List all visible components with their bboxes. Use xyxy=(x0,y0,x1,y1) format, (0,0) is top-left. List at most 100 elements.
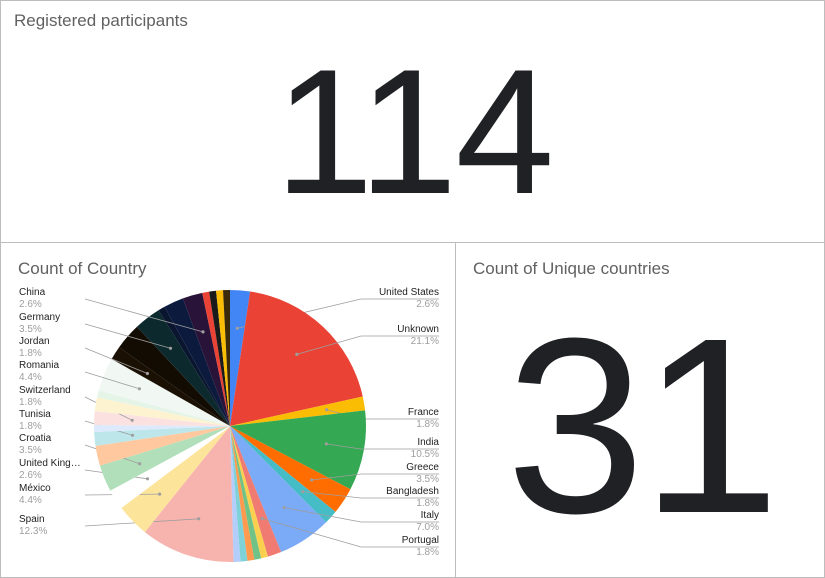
slice-percent-croatia: 3.5% xyxy=(19,445,42,456)
leader-line-greece xyxy=(311,473,439,481)
pie-slice-switzerland[interactable] xyxy=(94,411,230,426)
slice-percent-unknown: 21.1% xyxy=(411,336,439,347)
slice-label-switzerland: Switzerland xyxy=(19,385,71,396)
pie-slice-unlabeled-8[interactable] xyxy=(230,426,268,559)
pie-slice-unknown[interactable] xyxy=(230,291,363,426)
pie-slice-unlabeled-33[interactable] xyxy=(223,290,230,426)
pie-slice-china[interactable] xyxy=(182,292,230,426)
slice-percent-france: 1.8% xyxy=(416,419,439,430)
pie-slice-unlabeled-21[interactable] xyxy=(94,397,230,426)
pie-slice-unlabeled-12[interactable] xyxy=(230,426,241,562)
pie-slice-unlabeled-11[interactable] xyxy=(230,426,248,562)
slice-label-tunisia: Tunisia xyxy=(19,409,51,420)
pie-slice-italy[interactable] xyxy=(230,426,327,553)
pie-slice-m-xico[interactable] xyxy=(121,426,230,533)
leader-line-romania xyxy=(84,371,140,390)
pie-slice-spain[interactable] xyxy=(144,426,234,563)
slice-percent-italy: 7.0% xyxy=(416,522,439,533)
slice-percent-romania: 4.4% xyxy=(19,372,42,383)
leader-line-india xyxy=(326,443,439,450)
slice-percent-switzerland: 1.8% xyxy=(19,397,42,408)
slice-percent-germany: 3.5% xyxy=(19,324,42,335)
slice-label-unknown: Unknown xyxy=(397,324,439,335)
slice-percent-portugal: 1.8% xyxy=(416,547,439,558)
slice-label-germany: Germany xyxy=(19,312,60,323)
slice-label-greece: Greece xyxy=(406,462,439,473)
pie-slice-unlabeled-31[interactable] xyxy=(209,290,230,426)
slice-label-jordan: Jordan xyxy=(19,336,50,347)
leader-dot-romania xyxy=(137,387,141,391)
leader-dot-india xyxy=(324,442,328,446)
pie-slice-jordan[interactable] xyxy=(111,347,230,426)
leader-line-unknown xyxy=(296,335,439,355)
pie-slice-france[interactable] xyxy=(230,396,366,426)
pie-slice-bangladesh[interactable] xyxy=(230,426,336,523)
leader-dot-greece xyxy=(310,478,314,482)
leader-line-portugal xyxy=(261,518,439,548)
registered-participants-title: Registered participants xyxy=(14,11,188,30)
registered-participants-card: Registered participants 114 xyxy=(0,0,825,243)
leader-dot-china xyxy=(201,330,205,334)
pie-chart-title: Count of Country xyxy=(18,259,147,278)
slice-percent-united-king: 2.6% xyxy=(19,470,42,481)
leader-line-italy xyxy=(284,507,439,523)
slice-percent-bangladesh: 1.8% xyxy=(416,498,439,509)
leader-dot-germany xyxy=(168,346,173,350)
registered-participants-value: 114 xyxy=(274,32,555,231)
leader-line-china xyxy=(84,298,204,333)
leader-dot-croatia xyxy=(138,462,142,466)
pie-slice-germany[interactable] xyxy=(136,310,230,426)
pie-slice-romania[interactable] xyxy=(98,359,231,426)
slice-label-india: India xyxy=(417,437,439,448)
unique-countries-card: Count of Unique countries 31 xyxy=(455,242,825,578)
leader-line-jordan xyxy=(84,347,148,374)
slice-label-united-king: United King… xyxy=(19,458,81,469)
pie-slice-unlabeled-19[interactable] xyxy=(93,425,230,433)
slice-label-bangladesh: Bangladesh xyxy=(386,486,439,497)
pie-slice-united-king[interactable] xyxy=(109,425,231,509)
leader-dot-switzerland xyxy=(130,418,134,422)
pie-slice-unlabeled-32[interactable] xyxy=(216,290,230,426)
slice-label-france: France xyxy=(408,407,440,418)
slice-percent-spain: 12.3% xyxy=(19,526,47,537)
leader-line-bangladesh xyxy=(302,491,439,499)
leader-line-germany xyxy=(84,323,171,349)
pie-slice-unlabeled-22[interactable] xyxy=(97,390,230,426)
pie-slice-tunisia[interactable] xyxy=(94,426,230,446)
country-pie-chart: United States2.6%Unknown21.1%France1.8%I… xyxy=(19,287,440,563)
pie-slice-croatia[interactable] xyxy=(99,426,230,491)
leader-dot-jordan xyxy=(145,371,149,376)
slice-percent-greece: 3.5% xyxy=(416,474,439,485)
slice-percent-india: 10.5% xyxy=(411,449,439,460)
pie-slice-unlabeled-27[interactable] xyxy=(158,306,231,426)
slice-label-romania: Romania xyxy=(19,360,59,371)
leader-dot-bangladesh xyxy=(301,490,305,494)
pie-slice-unlabeled-17[interactable] xyxy=(95,426,230,466)
pie-slice-portugal[interactable] xyxy=(230,426,282,557)
pie-slice-unlabeled-25[interactable] xyxy=(119,326,230,426)
pie-slice-unlabeled-28[interactable] xyxy=(164,298,230,426)
pie-slice-united-states[interactable] xyxy=(230,290,251,426)
slice-label-united-states: United States xyxy=(379,287,439,298)
leader-dot-united-states xyxy=(235,326,239,330)
slice-label-portugal: Portugal xyxy=(402,535,439,546)
leader-dot-unknown xyxy=(295,352,299,356)
leader-dot-united-king xyxy=(145,477,150,481)
pie-slice-india[interactable] xyxy=(230,410,366,490)
unique-countries-title: Count of Unique countries xyxy=(473,259,670,278)
pie-slice-unlabeled-10[interactable] xyxy=(230,426,255,561)
leader-dot-m-xico xyxy=(158,492,162,496)
leader-dot-portugal xyxy=(260,516,264,521)
pie-slice-unlabeled-9[interactable] xyxy=(230,426,262,560)
pie-slice-greece[interactable] xyxy=(230,426,351,512)
leader-dot-spain xyxy=(197,517,201,521)
slice-percent-tunisia: 1.8% xyxy=(19,421,42,432)
leader-dot-italy xyxy=(282,506,286,510)
slice-percent-united-states: 2.6% xyxy=(416,299,439,310)
slice-label-m-xico: México xyxy=(19,483,51,494)
slice-label-china: China xyxy=(19,287,46,298)
pie-slice-unlabeled-30[interactable] xyxy=(202,291,230,426)
slice-label-spain: Spain xyxy=(19,514,45,525)
slice-label-croatia: Croatia xyxy=(19,433,52,444)
slice-percent-jordan: 1.8% xyxy=(19,348,42,359)
